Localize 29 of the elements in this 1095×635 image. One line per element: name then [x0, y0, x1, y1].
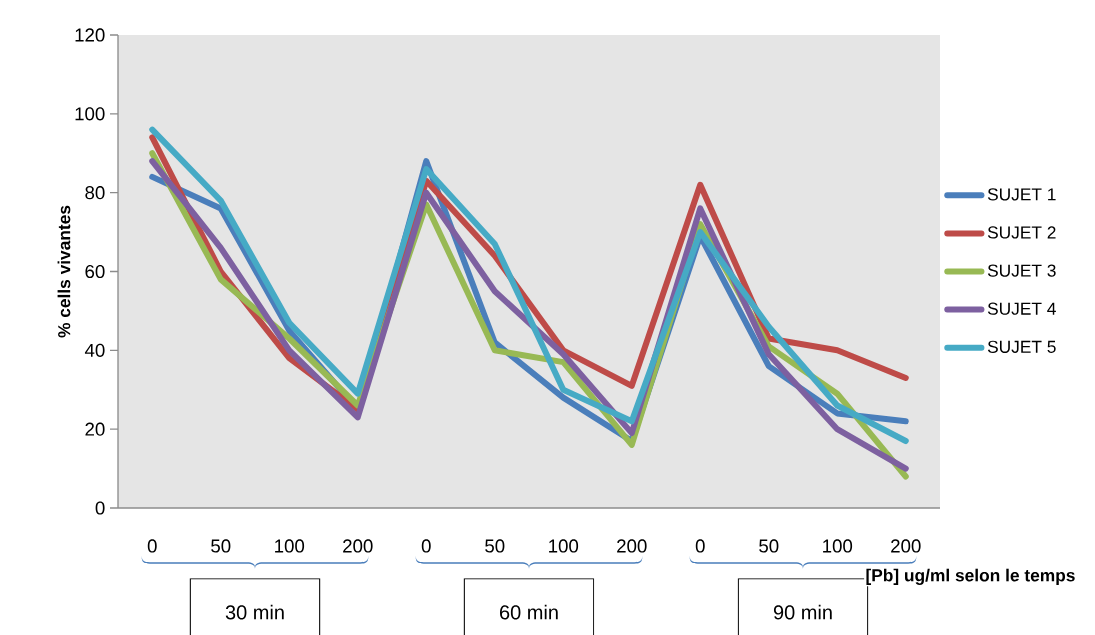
y-tick-label: 0 — [95, 501, 105, 515]
x-tick-label: 50 — [759, 539, 779, 553]
legend-label: SUJET 2 — [987, 226, 1056, 239]
x-tick-label: 0 — [147, 539, 157, 553]
y-tick-label: 20 — [85, 422, 105, 436]
x-tick-label: 0 — [695, 539, 705, 553]
y-tick-label: 120 — [75, 28, 105, 42]
x-tick-label: 100 — [549, 539, 579, 553]
y-axis-title: % cells vivantes — [57, 205, 71, 338]
x-tick-label: 100 — [275, 539, 305, 553]
x-tick-label: 50 — [485, 539, 505, 553]
legend-label: SUJET 1 — [987, 188, 1056, 201]
legend-label: SUJET 3 — [987, 264, 1056, 277]
x-tick-label: 200 — [617, 539, 647, 553]
legend-label: SUJET 4 — [987, 302, 1056, 315]
x-tick-label: 100 — [823, 539, 853, 553]
x-axis-title: [Pb] ug/ml selon le temps — [866, 568, 1075, 585]
x-tick-label: 200 — [343, 539, 373, 553]
x-tick-label: 50 — [211, 539, 231, 553]
x-tick-label: 200 — [891, 539, 921, 553]
y-tick-label: 60 — [85, 264, 105, 279]
x-tick-label: 0 — [421, 539, 431, 553]
legend-label: SUJET 5 — [987, 340, 1056, 353]
y-tick-label: 80 — [85, 186, 105, 200]
text: 60 min — [500, 604, 558, 620]
text: 30 min — [225, 604, 284, 620]
text: 90 min — [773, 604, 832, 620]
y-tick-label: 100 — [75, 107, 105, 121]
y-tick-label: 40 — [84, 343, 105, 357]
